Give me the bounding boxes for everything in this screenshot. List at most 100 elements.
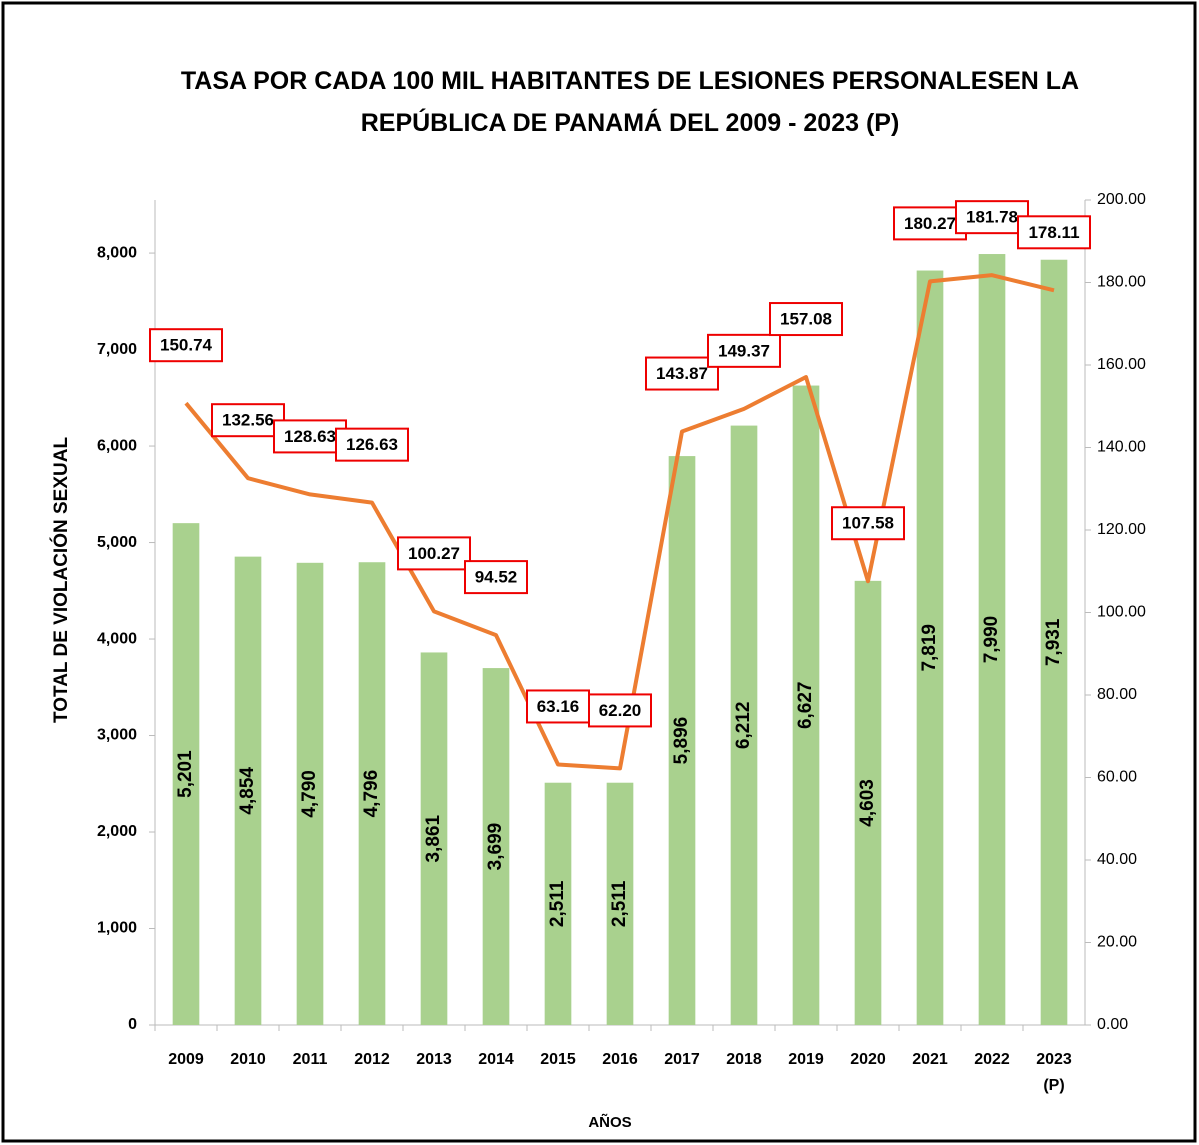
x-tick-label: 2023 (P): [1036, 1051, 1072, 1094]
y2-tick-label: 200.00: [1097, 191, 1146, 208]
bar: [482, 668, 510, 1025]
x-tick-label: 2018: [726, 1051, 762, 1068]
bar-value-label: 2,511: [609, 880, 630, 927]
bar: [172, 523, 200, 1025]
bar-value-label: 7,990: [981, 616, 1002, 664]
value-label-box: [769, 302, 843, 337]
bar: [916, 270, 944, 1025]
value-label-box: [526, 689, 590, 724]
x-tick-label: 2009: [168, 1051, 204, 1068]
x-tick-label: 2020: [850, 1051, 886, 1068]
y-axis-title: TOTAL DE VIOLACIÓN SEXUAL: [50, 437, 72, 723]
x-tick-label: 2013: [416, 1051, 452, 1068]
value-label-box: [588, 693, 652, 728]
line-value-label: 143.87: [656, 364, 708, 383]
bar: [730, 425, 758, 1025]
value-label-box: [1017, 215, 1091, 250]
line-value-label: 178.11: [1028, 223, 1079, 242]
y-tick-label: 5,000: [97, 534, 137, 551]
bar: [296, 562, 324, 1025]
x-tick-label: 2014: [478, 1051, 514, 1068]
value-label-box: [831, 506, 905, 541]
y2-tick-label: 140.00: [1097, 439, 1146, 456]
bar: [234, 556, 262, 1025]
value-label-box: [335, 427, 409, 462]
y-tick-label: 4,000: [97, 630, 137, 647]
line-value-label: 107.58: [842, 514, 894, 533]
bar-value-label: 6,212: [733, 702, 754, 750]
line-value-label: 63.16: [537, 697, 580, 716]
bar-value-label: 2,511: [547, 880, 568, 927]
bar-value-label: 4,854: [237, 767, 258, 815]
line-value-label: 150.74: [160, 336, 213, 355]
x-tick-label: 2019: [788, 1051, 824, 1068]
line-value-label: 94.52: [475, 568, 518, 587]
line-value-label: 181.78: [966, 208, 1018, 227]
line-value-label: 126.63: [346, 435, 398, 454]
bar: [420, 652, 448, 1025]
x-tick-label: 2012: [354, 1051, 390, 1068]
bar-value-label: 7,819: [919, 624, 940, 672]
bar: [668, 456, 696, 1025]
bar: [606, 782, 634, 1025]
bar: [544, 782, 572, 1025]
bar: [978, 254, 1006, 1025]
y2-tick-label: 160.00: [1097, 356, 1146, 373]
value-label-box: [211, 403, 285, 438]
bar: [1040, 259, 1068, 1026]
bar: [358, 562, 386, 1025]
line-value-label: 62.20: [599, 701, 642, 720]
y-tick-label: 2,000: [97, 823, 137, 840]
y2-tick-label: 0.00: [1097, 1016, 1128, 1033]
y-tick-label: 3,000: [97, 727, 137, 744]
y-tick-label: 6,000: [97, 437, 137, 454]
bar-value-label: 3,861: [423, 815, 444, 863]
line-value-label: 132.56: [222, 411, 274, 430]
line-value-label: 180.27: [904, 214, 956, 233]
x-tick-label: 2011: [292, 1051, 328, 1068]
line-value-label: 149.37: [718, 341, 770, 360]
x-tick-label: 2017: [664, 1051, 700, 1068]
line-value-label: 100.27: [408, 544, 460, 563]
y2-tick-label: 120.00: [1097, 521, 1146, 538]
x-tick-label: 2015: [540, 1051, 576, 1068]
value-label-box: [273, 419, 347, 454]
bar-value-label: 4,603: [857, 779, 878, 827]
value-label-box: [464, 560, 528, 595]
bar-value-label: 3,699: [485, 823, 506, 871]
x-axis-title: AÑOS: [588, 1113, 631, 1131]
value-label-box: [149, 328, 223, 363]
bar-value-label: 4,796: [361, 770, 382, 818]
y2-tick-label: 100.00: [1097, 604, 1146, 621]
value-label-box: [707, 333, 781, 368]
y-tick-label: 7,000: [97, 341, 137, 358]
line-value-label: 128.63: [284, 427, 336, 446]
x-tick-label: 2021: [912, 1051, 948, 1068]
bar-value-label: 5,896: [671, 717, 692, 765]
y2-tick-label: 20.00: [1097, 934, 1137, 951]
x-tick-label: 2010: [230, 1051, 266, 1068]
value-label-box: [397, 536, 471, 571]
bar-value-label: 7,931: [1043, 618, 1064, 666]
x-tick-label: 2016: [602, 1051, 638, 1068]
x-tick-label: 2022: [974, 1051, 1010, 1068]
y-tick-label: 0: [128, 1016, 137, 1033]
value-label-box: [955, 200, 1029, 235]
bar-value-label: 5,201: [175, 750, 196, 798]
y2-tick-label: 80.00: [1097, 686, 1137, 703]
y2-tick-label: 40.00: [1097, 851, 1137, 868]
bar-value-label: 4,790: [299, 770, 320, 818]
value-label-box: [645, 356, 719, 391]
line: [184, 273, 1055, 771]
y-tick-label: 8,000: [97, 244, 137, 261]
y2-tick-label: 60.00: [1097, 769, 1137, 786]
chart-title: TASA POR CADA 100 MIL HABITANTES DE LESI…: [180, 67, 1080, 137]
y2-tick-label: 180.00: [1097, 274, 1146, 291]
bar: [792, 385, 820, 1026]
bar-value-label: 6,627: [795, 682, 816, 730]
y-tick-label: 1,000: [97, 920, 137, 937]
line-value-label: 157.08: [780, 310, 832, 329]
